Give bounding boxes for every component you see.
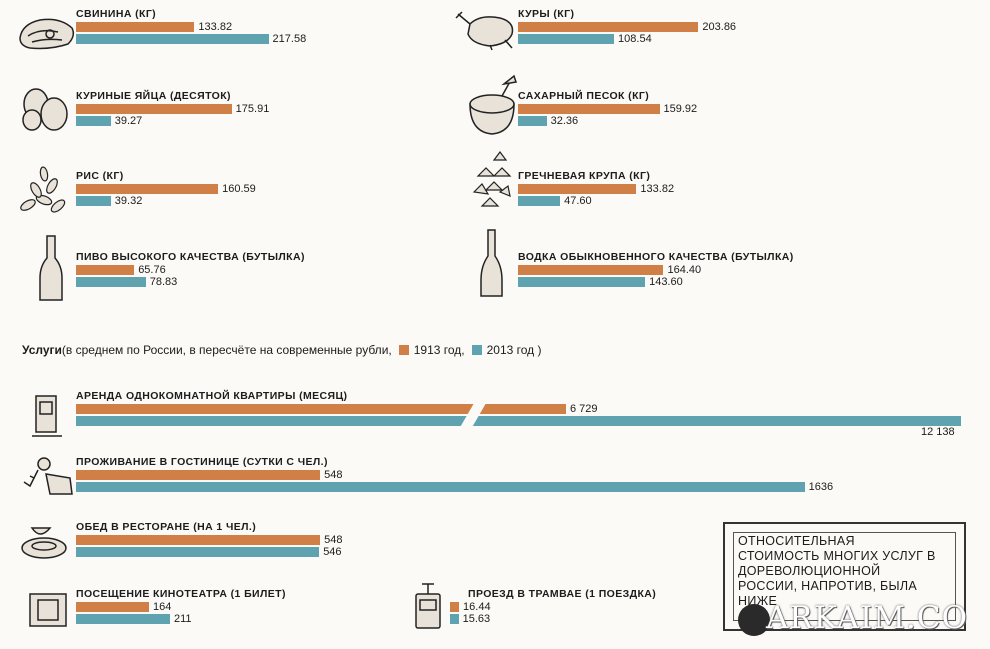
value-label-2013: 217.58 (272, 33, 307, 45)
note-text: ОТНОСИТЕЛЬНАЯ СТОИМОСТЬ МНОГИХ УСЛУГ В Д… (738, 534, 936, 608)
service-label: ПРОЖИВАНИЕ В ГОСТИНИЦЕ (СУТКИ С ЧЕЛ.) (76, 456, 328, 468)
value-label-2013: 108.54 (618, 33, 652, 45)
note-inner-frame (733, 532, 956, 621)
watermark: ARKAIM.CO (738, 600, 988, 640)
bar-2013 (518, 116, 547, 126)
bar-1913 (518, 104, 660, 114)
bar-2013 (76, 277, 146, 287)
bar-2013 (76, 116, 111, 126)
bar-2013 (76, 614, 170, 624)
hotel-key-icon (23, 457, 73, 495)
bar-1913 (76, 404, 566, 414)
bar-1913 (76, 184, 219, 194)
bar-1913 (518, 184, 637, 194)
value-label-1913: 203.86 (702, 21, 737, 33)
apartment-door-icon (32, 395, 62, 437)
value-label-2013: 12 138 (921, 426, 955, 438)
pork-icon (19, 18, 75, 50)
bar-2013 (518, 196, 561, 206)
bar-1913 (76, 535, 321, 545)
value-label-2013: 143.60 (649, 276, 683, 288)
legend-text: (в среднем по России, в пересчёте на сов… (61, 343, 392, 357)
service-label: АРЕНДА ОДНОКОМНАТНОЙ КВАРТИРЫ (МЕСЯЦ) (76, 390, 348, 402)
legend-swatch-2013 (471, 345, 482, 355)
service-label: ПРОЕЗД В ТРАМВАЕ (1 ПОЕЗДКА) (468, 588, 657, 600)
product-label: КУРЫ (КГ) (518, 8, 575, 20)
value-label-2013: 32.36 (550, 115, 579, 127)
vodka-bottle-icon (480, 229, 503, 297)
value-label-2013: 211 (173, 613, 192, 625)
bar-2013 (76, 547, 320, 557)
value-label-2013: 546 (323, 546, 342, 558)
bar-2013 (76, 34, 269, 44)
product-label: ГРЕЧНЕВАЯ КРУПА (КГ) (518, 170, 651, 182)
product-label: СВИНИНА (КГ) (76, 8, 157, 20)
product-label: САХАРНЫЙ ПЕСОК (КГ) (518, 90, 650, 102)
value-label-1913: 133.82 (198, 21, 233, 33)
bar-2013 (76, 196, 111, 206)
value-label-2013: 47.60 (564, 195, 592, 207)
bar-2013 (518, 277, 646, 287)
legend-item-1913: 1913 год, (413, 343, 465, 357)
value-label-1913: 175.91 (235, 103, 270, 115)
bar-1913 (76, 265, 135, 275)
bar-2013 (76, 416, 961, 426)
product-label: ВОДКА ОБЫКНОВЕННОГО КАЧЕСТВА (БУТЫЛКА) (518, 251, 794, 263)
value-label-1913: 164.40 (667, 264, 702, 276)
legend-title: Услуги (22, 343, 62, 357)
value-label-2013: 1636 (808, 481, 834, 493)
value-label-1913: 548 (324, 534, 343, 546)
bar-1913 (518, 22, 699, 32)
bar-1913 (518, 265, 664, 275)
value-label-1913: 160.59 (222, 183, 256, 195)
value-label-2013: 15.63 (462, 613, 491, 625)
product-label: РИС (КГ) (76, 170, 124, 182)
service-label: ОБЕД В РЕСТОРАНЕ (НА 1 ЧЕЛ.) (76, 521, 257, 533)
value-label-1913: 65.76 (138, 264, 166, 276)
bar-1913 (76, 104, 232, 114)
product-label: ПИВО ВЫСОКОГО КАЧЕСТВА (БУТЫЛКА) (76, 251, 305, 263)
legend: Услуги (в среднем по России, в пересчёте… (22, 343, 542, 357)
legend-swatch-1913 (398, 345, 409, 355)
value-label-1913: 159.92 (663, 103, 698, 115)
bar-2013 (76, 482, 805, 492)
bar-1913 (76, 470, 321, 480)
bar-2013 (518, 34, 615, 44)
chicken-icon (455, 11, 514, 51)
service-label: ПОСЕЩЕНИЕ КИНОТЕАТРА (1 БИЛЕТ) (76, 588, 286, 600)
bar-2013 (450, 614, 459, 624)
beer-bottle-icon (39, 235, 63, 301)
sugar-icon (469, 74, 517, 135)
restaurant-plate-icon (21, 527, 67, 559)
tram-icon (415, 583, 441, 629)
product-label: КУРИНЫЕ ЯЙЦА (ДЕСЯТОК) (76, 90, 231, 102)
bar-1913 (76, 22, 195, 32)
watermark-dot (738, 604, 770, 636)
value-label-1913: 6 729 (570, 403, 598, 415)
watermark-text: ARKAIM.CO (766, 600, 968, 636)
film-strip-icon (29, 593, 67, 627)
bar-1913 (450, 602, 460, 612)
value-label-2013: 39.32 (114, 195, 143, 207)
bar-1913 (76, 602, 150, 612)
value-label-1913: 548 (324, 469, 343, 481)
value-label-1913: 16.44 (463, 601, 491, 613)
value-label-2013: 39.27 (114, 115, 143, 127)
eggs-icon (22, 88, 68, 131)
rice-icon (20, 166, 66, 213)
value-label-1913: 133.82 (640, 183, 675, 195)
value-label-1913: 164 (153, 601, 172, 613)
legend-item-2013: 2013 год ) (486, 343, 542, 357)
buckwheat-icon (472, 151, 512, 207)
value-label-2013: 78.83 (149, 276, 178, 288)
